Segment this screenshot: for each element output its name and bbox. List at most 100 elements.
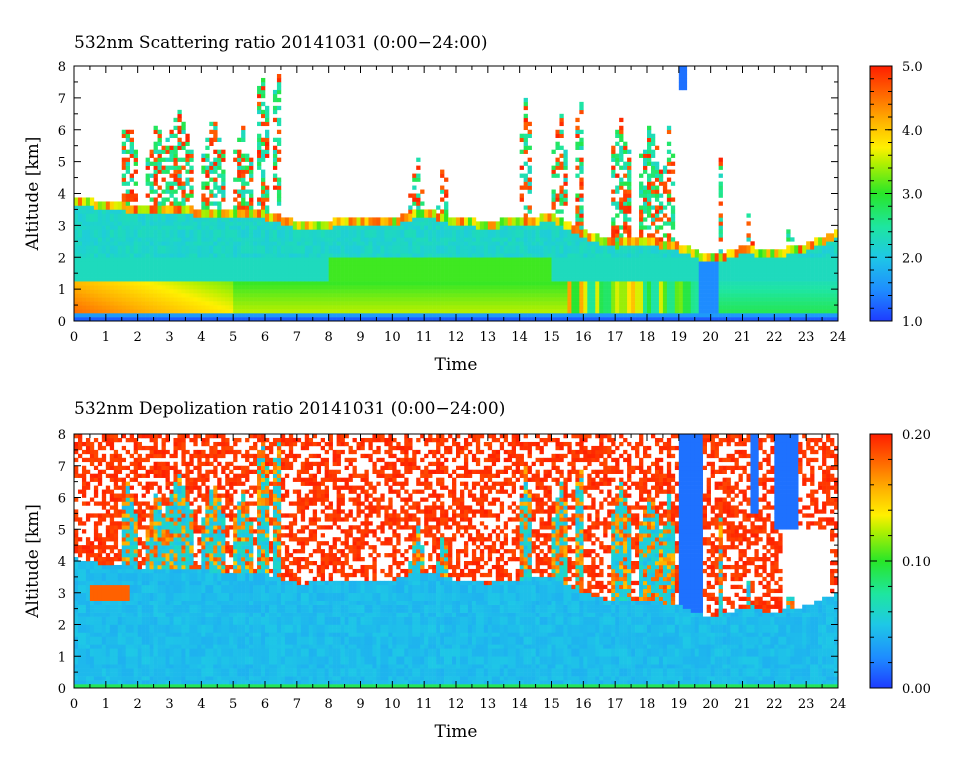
heatmap-cell	[300, 301, 306, 306]
heatmap-cell	[710, 277, 715, 282]
heatmap-cell	[352, 225, 357, 230]
heatmap-cell	[89, 241, 95, 246]
heatmap-cell	[149, 209, 154, 214]
heatmap-cell	[627, 281, 632, 286]
heatmap-cell	[249, 301, 254, 306]
heatmap-cell	[479, 281, 485, 286]
heatmap-cell	[579, 237, 584, 242]
heatmap-cell	[396, 261, 401, 266]
heatmap-cell	[471, 257, 477, 262]
heatmap-cell	[452, 277, 457, 282]
heatmap-cell	[515, 221, 520, 226]
heatmap-cell	[718, 253, 723, 258]
heatmap-cell	[161, 165, 166, 170]
heatmap-cell	[444, 253, 449, 258]
heatmap-cell	[181, 317, 186, 322]
heatmap-cell	[265, 293, 270, 298]
heatmap-cell	[408, 209, 413, 214]
heatmap-cell	[249, 229, 254, 234]
heatmap-cell	[101, 289, 107, 294]
heatmap-cell	[555, 309, 560, 314]
heatmap-cell	[491, 313, 497, 318]
heatmap-cell	[376, 233, 381, 238]
heatmap-cell	[153, 313, 158, 318]
heatmap-cell	[635, 245, 640, 250]
heatmap-cell	[316, 293, 322, 298]
heatmap-cell	[507, 241, 513, 246]
heatmap-cell	[674, 245, 680, 250]
heatmap-cell	[571, 285, 576, 290]
heatmap-cell	[81, 273, 87, 278]
heatmap-cell	[475, 237, 481, 242]
heatmap-cell	[631, 281, 636, 286]
heatmap-cell	[74, 209, 79, 214]
heatmap-cell	[197, 261, 202, 266]
heatmap-cell	[599, 313, 604, 318]
heatmap-cell	[694, 305, 700, 310]
heatmap-cell	[360, 293, 365, 298]
heatmap-cell	[583, 265, 588, 270]
heatmap-cell	[74, 205, 79, 210]
heatmap-cell	[276, 197, 282, 202]
heatmap-cell	[93, 281, 99, 286]
heatmap-cell	[420, 209, 425, 214]
heatmap-cell	[587, 233, 592, 238]
heatmap-cell	[376, 217, 381, 222]
heatmap-cell	[189, 229, 194, 234]
heatmap-cell	[511, 281, 516, 286]
heatmap-cell	[344, 277, 349, 282]
heatmap-cell	[288, 241, 294, 246]
heatmap-cell	[595, 293, 600, 298]
heatmap-cell	[209, 293, 214, 298]
heatmap-cell	[428, 217, 433, 222]
heatmap-cell	[384, 277, 389, 282]
heatmap-cell	[97, 285, 103, 290]
heatmap-cell	[436, 221, 441, 226]
heatmap-cell	[153, 149, 158, 154]
heatmap-cell	[276, 297, 282, 302]
heatmap-cell	[515, 277, 520, 282]
heatmap-cell	[348, 317, 353, 322]
heatmap-cell	[125, 161, 131, 166]
heatmap-cell	[109, 273, 115, 278]
heatmap-cell	[85, 249, 91, 254]
heatmap-cell	[257, 217, 262, 222]
heatmap-cell	[424, 293, 429, 298]
heatmap-cell	[157, 129, 162, 135]
heatmap-cell	[74, 289, 79, 294]
heatmap-cell	[599, 265, 604, 270]
heatmap-cell	[483, 225, 489, 230]
heatmap-cell	[694, 285, 700, 290]
heatmap-cell	[288, 245, 294, 250]
heatmap-cell	[205, 173, 210, 178]
heatmap-cell	[420, 273, 425, 278]
heatmap-cell	[173, 273, 178, 278]
heatmap-cell	[527, 261, 532, 266]
heatmap-cell	[567, 285, 572, 290]
heatmap-cell	[209, 233, 214, 238]
heatmap-cell	[85, 229, 91, 234]
heatmap-cell	[639, 205, 644, 210]
heatmap-cell	[113, 261, 119, 266]
heatmap-cell	[141, 241, 146, 246]
heatmap-cell	[483, 281, 489, 286]
heatmap-cell	[639, 193, 644, 198]
heatmap-cell	[579, 305, 584, 310]
heatmap-cell	[595, 297, 600, 302]
heatmap-cell	[312, 241, 318, 246]
heatmap-cell	[241, 281, 246, 286]
heatmap-cell	[141, 317, 146, 322]
heatmap-cell	[81, 269, 87, 274]
heatmap-cell	[272, 293, 278, 298]
heatmap-cell	[698, 281, 704, 286]
heatmap-cell	[153, 277, 158, 282]
heatmap-cell	[619, 305, 624, 310]
heatmap-cell	[272, 257, 278, 262]
heatmap-cell	[121, 313, 127, 318]
heatmap-cell	[332, 285, 337, 290]
heatmap-cell	[694, 273, 700, 278]
heatmap-cell	[670, 265, 676, 270]
heatmap-cell	[221, 293, 226, 298]
heatmap-cell	[690, 265, 696, 270]
heatmap-cell	[89, 269, 95, 274]
